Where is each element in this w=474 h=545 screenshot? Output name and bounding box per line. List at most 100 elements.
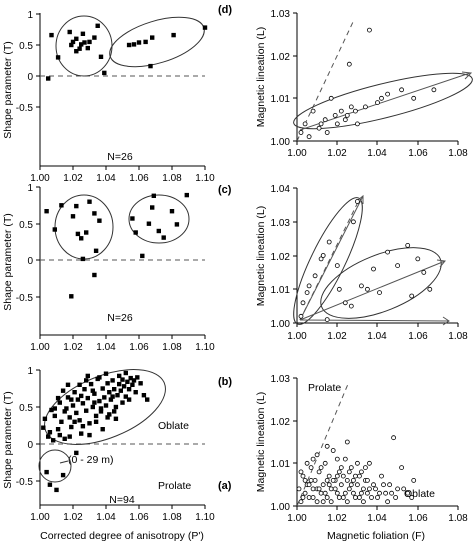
tick-label: 1.02 [63, 173, 83, 184]
data-point [385, 499, 391, 505]
data-point [46, 434, 51, 439]
tick-label: 1.03 [271, 374, 291, 385]
data-point [102, 70, 107, 76]
data-point [342, 490, 348, 496]
data-point [358, 283, 364, 289]
y-axis-label: Magnetic lineation (L) [255, 206, 267, 306]
tick-label: 1.02 [271, 52, 291, 63]
data-point [393, 495, 399, 500]
data-point [330, 477, 336, 483]
depth-range-label: (0 - 29 m) [68, 454, 114, 466]
data-point [346, 469, 352, 475]
data-point [318, 465, 324, 471]
data-point [316, 469, 322, 475]
tick-label: 1.06 [408, 513, 428, 524]
data-point [352, 108, 358, 114]
data-point [60, 472, 66, 478]
tick-label: 1.03 [271, 218, 291, 229]
data-point [113, 404, 119, 410]
data-point [49, 407, 54, 413]
tick-label: 1.04 [367, 331, 387, 342]
data-point [371, 482, 376, 488]
data-point [49, 32, 54, 38]
data-point [171, 32, 176, 38]
data-point [62, 409, 67, 414]
data-points [298, 27, 437, 140]
data-point [79, 42, 84, 47]
data-point [141, 393, 147, 398]
tick-label: -0.5 [16, 293, 34, 304]
tick-label: 1.00 [271, 319, 291, 330]
data-point [391, 435, 397, 441]
y-ticks: 1.04 1.03 1.02 1.01 1.00 [271, 184, 297, 330]
data-point [51, 438, 56, 443]
data-point [338, 482, 344, 488]
data-point [131, 42, 137, 47]
data-point [338, 108, 344, 114]
data-point [69, 424, 74, 430]
data-point [348, 303, 354, 309]
data-point [93, 248, 99, 253]
data-point [324, 130, 330, 135]
data-point [57, 400, 62, 405]
data-point [202, 25, 208, 30]
data-point [148, 63, 153, 69]
tick-label: 1.04 [96, 342, 116, 353]
data-point [338, 465, 344, 471]
tick-label: 1.01 [271, 459, 291, 470]
isotropy-dashed-line [296, 383, 349, 507]
data-point [88, 381, 94, 387]
data-point [67, 415, 72, 420]
tick-label: 1.10 [195, 512, 215, 523]
data-point [431, 87, 437, 93]
data-point [97, 398, 102, 404]
data-point [354, 460, 360, 466]
data-point [120, 377, 125, 382]
cluster-ellipse [44, 369, 166, 445]
y-ticks: 1 0.5 0 -0.5 [16, 183, 40, 304]
arrow-head [436, 259, 446, 268]
data-point [298, 130, 304, 135]
tick-label: 1.08 [448, 148, 468, 159]
data-point [322, 490, 328, 496]
data-point [366, 460, 372, 466]
data-point [411, 95, 417, 101]
data-point [98, 54, 104, 59]
cluster-ellipse [109, 16, 205, 68]
data-point [312, 477, 318, 483]
data-point [362, 465, 368, 471]
x-ticks: 1.00 1.02 1.04 1.06 1.08 [287, 506, 468, 524]
data-point [77, 46, 82, 51]
panel-label: (d) [218, 4, 232, 16]
tick-label: 1.03 [271, 9, 291, 20]
data-point [67, 29, 72, 35]
data-point [334, 473, 340, 479]
tick-label: 1 [27, 10, 33, 21]
data-point [140, 253, 145, 259]
data-point [332, 486, 338, 492]
data-point [348, 465, 354, 471]
data-point [399, 87, 405, 93]
data-point [77, 418, 82, 423]
data-point [74, 49, 79, 54]
data-point [47, 430, 53, 435]
tick-label: 1.00 [287, 513, 307, 524]
data-point [364, 286, 370, 292]
data-point [377, 490, 382, 496]
data-point [340, 495, 346, 500]
data-point [385, 249, 391, 255]
data-point [358, 490, 364, 496]
data-point [126, 387, 132, 392]
tick-label: 1.01 [271, 285, 291, 296]
data-point [105, 415, 110, 420]
data-point [70, 403, 76, 408]
data-point [395, 263, 401, 269]
data-point [70, 39, 76, 45]
data-point [65, 395, 71, 400]
data-point [350, 477, 356, 483]
data-point [306, 283, 312, 289]
tick-label: 1.04 [271, 184, 291, 195]
x-ticks: 1.00 1.02 1.04 1.06 1.08 1.10 [30, 505, 215, 523]
data-point [98, 409, 104, 414]
data-point [87, 421, 92, 426]
